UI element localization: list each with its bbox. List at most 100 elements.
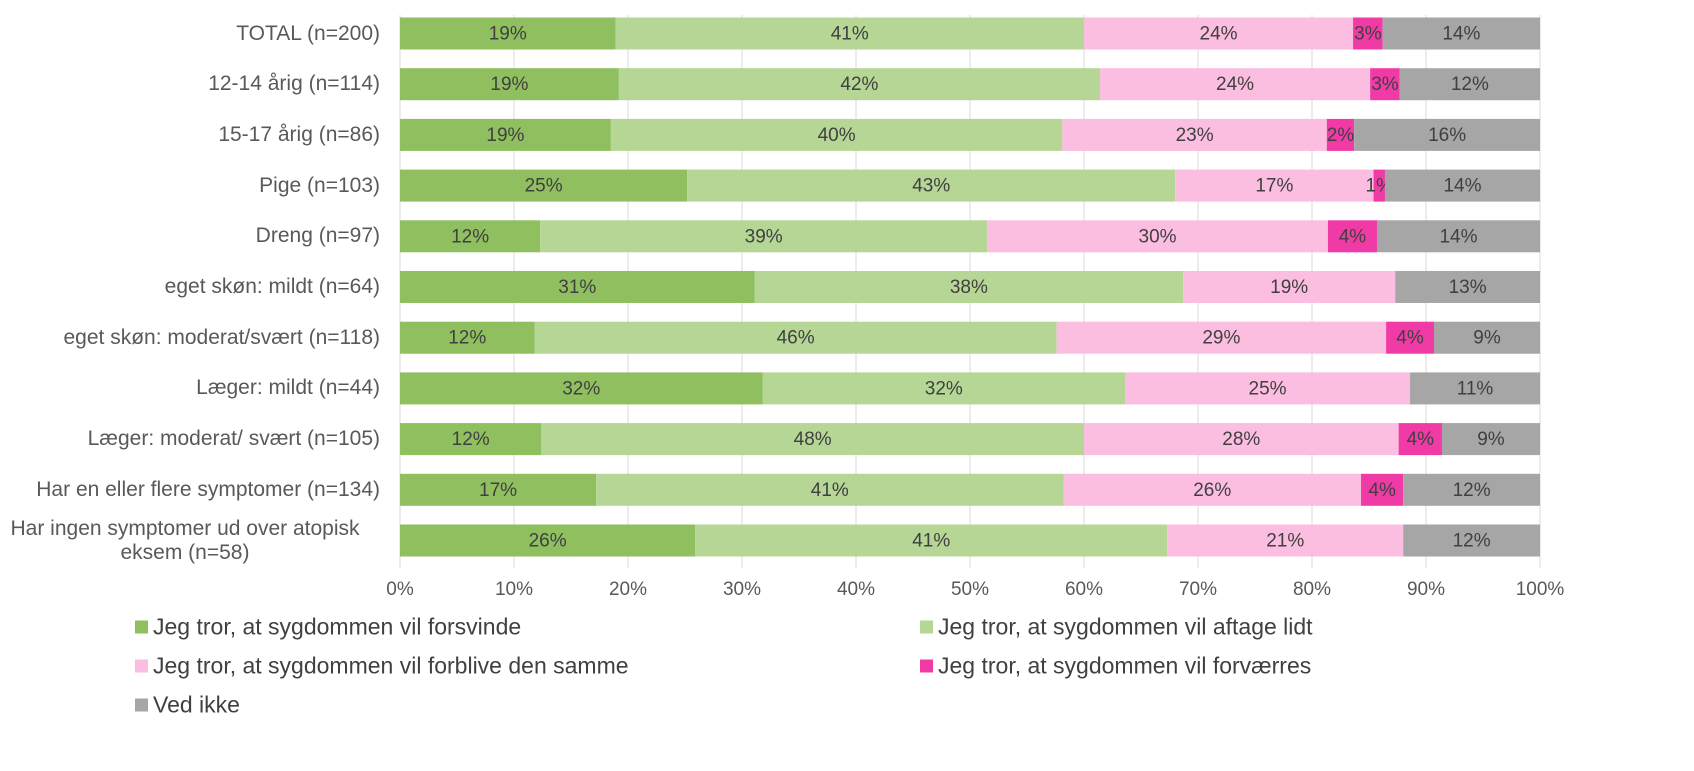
category-label: Dreng (n=97) (255, 224, 380, 248)
category-label: Har en eller flere symptomer (n=134) (36, 477, 380, 501)
bar-segment (618, 68, 1100, 101)
data-label: 4% (1396, 328, 1424, 349)
bar-segment (1370, 68, 1400, 101)
data-label: 12% (451, 226, 489, 247)
bar-segment (400, 118, 611, 151)
bar-segment (400, 321, 535, 354)
bar-segment (1056, 321, 1387, 354)
data-label: 14% (1443, 176, 1481, 197)
x-tick-label: 10% (495, 579, 533, 600)
bar-segment (1403, 524, 1540, 557)
bar-segment (400, 372, 763, 405)
bar-segment (1403, 473, 1540, 506)
bar-segment (1084, 17, 1354, 50)
data-label: 25% (525, 176, 563, 197)
x-tick-label: 20% (609, 579, 647, 600)
category-label: Har ingen symptomer ud over atopisk ekse… (10, 516, 360, 564)
data-label: 9% (1477, 429, 1505, 450)
data-label: 4% (1407, 429, 1435, 450)
data-label: 39% (745, 226, 783, 247)
bar-segment (1373, 169, 1385, 202)
data-label: 9% (1473, 328, 1501, 349)
bar-segment (400, 17, 616, 50)
data-label: 26% (529, 531, 567, 552)
x-tick-label: 50% (951, 579, 989, 600)
x-tick-label: 30% (723, 579, 761, 600)
data-label: 11% (1457, 378, 1494, 399)
bar-segment (400, 473, 597, 506)
data-label: 19% (1270, 277, 1308, 298)
data-label: 40% (818, 125, 856, 146)
bar-segment (615, 17, 1084, 50)
bar-segment (1326, 118, 1355, 151)
legend-swatch (135, 698, 148, 712)
data-label: 19% (486, 125, 524, 146)
data-label: 21% (1266, 531, 1304, 552)
legend-item: Jeg tror, at sygdommen vil forblive den … (135, 653, 629, 680)
category-label: eget skøn: moderat/svært (n=118) (63, 325, 381, 349)
data-label: 24% (1200, 24, 1238, 45)
data-label: 29% (1202, 328, 1240, 349)
bar-segment (1399, 68, 1540, 101)
bar-segment (596, 473, 1064, 506)
bar-segment (987, 220, 1328, 253)
bar-segment (1167, 524, 1404, 557)
legend-item: Jeg tror, at sygdommen vil aftage lidt (920, 614, 1313, 641)
x-tick-label: 70% (1179, 579, 1217, 600)
data-label: 42% (840, 74, 878, 95)
bar-segment (1099, 68, 1371, 101)
data-label: 23% (1176, 125, 1214, 146)
data-label: 30% (1139, 226, 1177, 247)
legend-label: Jeg tror, at sygdommen vil forsvinde (153, 613, 522, 640)
data-label: 19% (489, 24, 527, 45)
bar-segment (1382, 17, 1540, 50)
bar-segment (1063, 473, 1362, 506)
data-label: 41% (912, 531, 950, 552)
bar-segment (1062, 118, 1327, 151)
bar-segment (1441, 423, 1540, 456)
data-label: 31% (558, 277, 596, 298)
bar-segment (1410, 372, 1540, 405)
x-tick-label: 40% (837, 579, 875, 600)
data-label: 25% (1249, 378, 1287, 399)
bar-segment (695, 524, 1168, 557)
data-label: 43% (912, 176, 950, 197)
bar-segment (762, 372, 1126, 405)
data-label: 26% (1193, 480, 1231, 501)
bar-segment (1084, 423, 1399, 456)
legend-label: Jeg tror, at sygdommen vil forblive den … (153, 652, 629, 679)
bar-segment (400, 524, 696, 557)
data-label: 41% (811, 480, 849, 501)
bar-segment (1183, 271, 1396, 303)
data-label: 32% (562, 378, 600, 399)
data-label: 16% (1428, 125, 1466, 146)
legend-label: Jeg tror, at sygdommen vil aftage lidt (938, 613, 1313, 640)
data-label: 12% (1451, 74, 1489, 95)
bar-segment (1327, 220, 1377, 253)
data-label: 4% (1368, 480, 1396, 501)
bar-segment (1353, 17, 1383, 50)
data-label: 13% (1449, 277, 1487, 298)
data-label: 17% (479, 480, 517, 501)
data-label: 2% (1327, 125, 1355, 146)
bar-segment (1361, 473, 1404, 506)
bar-segment (1384, 169, 1540, 202)
bar-segment (1395, 271, 1540, 303)
legend-item: Jeg tror, at sygdommen vil forsvinde (135, 614, 521, 641)
bar-segment (400, 423, 542, 456)
category-label: TOTAL (n=200) (236, 21, 380, 45)
data-label: 32% (925, 378, 963, 399)
x-tick-label: 0% (386, 579, 414, 600)
bar-segment (687, 169, 1176, 202)
data-label: 38% (950, 277, 988, 298)
bar-segment (400, 169, 688, 202)
legend-swatch (135, 620, 148, 634)
bar-segment (400, 68, 619, 101)
data-label: 12% (1453, 531, 1491, 552)
bar-segment (1386, 321, 1434, 354)
category-label: eget skøn: mildt (n=64) (164, 275, 380, 298)
data-label: 28% (1222, 429, 1260, 450)
bar-segment (1376, 220, 1540, 253)
